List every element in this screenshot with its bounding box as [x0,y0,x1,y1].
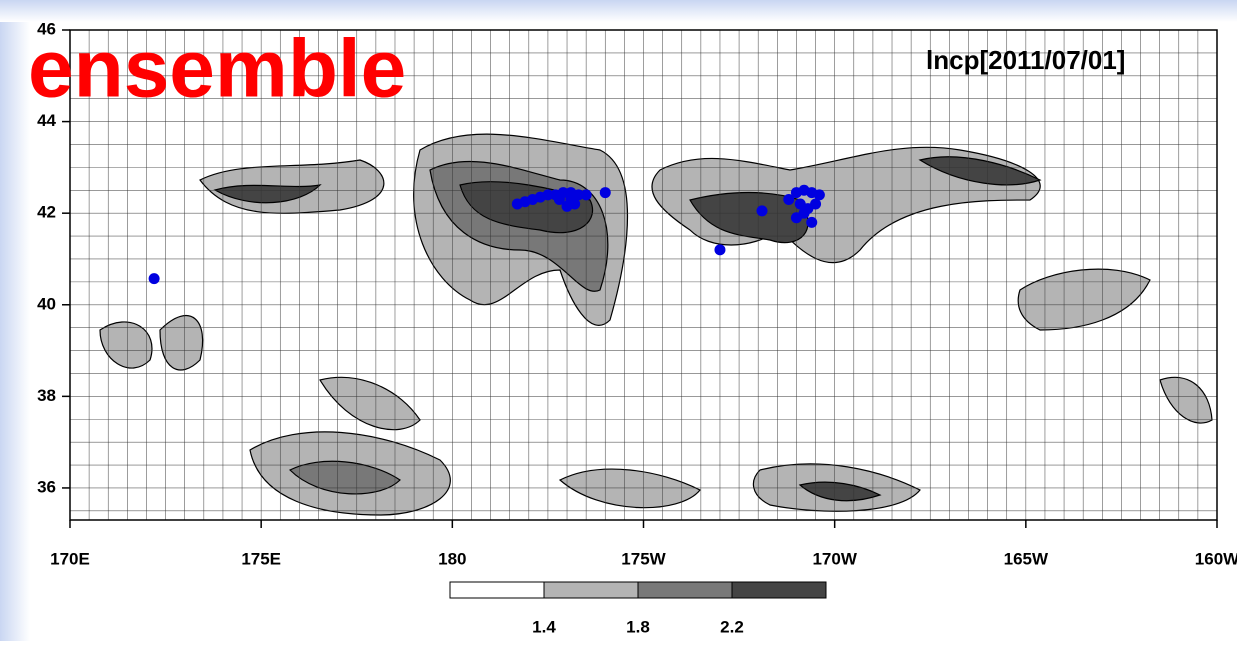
x-tick-label: 170W [812,549,857,568]
x-tick-label: 175W [621,549,666,568]
point [806,217,817,228]
colorbar-label: 1.8 [626,617,650,636]
y-tick-label: 46 [37,19,56,38]
point [562,201,573,212]
point [799,208,810,219]
page: {"chart_data": { "type": "scatter", "tit… [0,0,1237,641]
point [600,187,611,198]
annotation: lncp[2011/07/01] [926,45,1125,75]
point [810,199,821,210]
y-tick-label: 38 [37,386,56,405]
y-tick-label: 42 [37,203,56,222]
point [581,189,592,200]
x-tick-label: 175E [241,549,281,568]
chart-title: ensemble [28,24,406,115]
y-tick-label: 40 [37,294,56,313]
x-tick-label: 170E [50,549,90,568]
background-band [0,0,30,641]
y-tick-label: 44 [37,111,56,130]
x-tick-label: 180 [438,549,466,568]
x-tick-label: 160W [1195,549,1237,568]
colorbar-segment [638,582,732,598]
x-tick-label: 165W [1004,549,1049,568]
y-tick-label: 36 [37,477,56,496]
colorbar-label: 2.2 [720,617,744,636]
colorbar-segment [450,582,544,598]
point [149,273,160,284]
chart: ensemble lncp[2011/07/01] 170E 175E 180 175… [0,0,1237,641]
point [757,205,768,216]
background-band [0,0,1237,22]
colorbar-segment [544,582,638,598]
colorbar-segment [732,582,826,598]
point [714,244,725,255]
colorbar-label: 1.4 [532,617,556,636]
